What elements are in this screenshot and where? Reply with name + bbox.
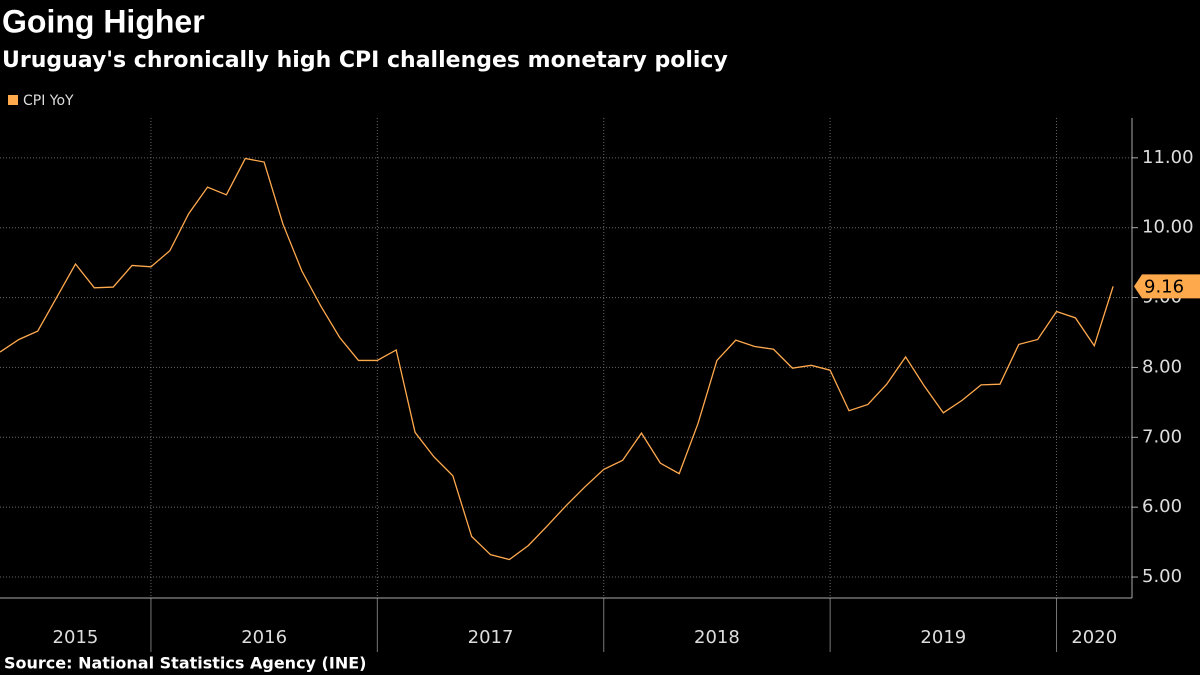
x-tick-label: 2019 [920,627,966,648]
legend-swatch [8,95,18,105]
data-line [0,157,1114,561]
y-tick-label: 6.00 [1142,496,1182,517]
x-tick-label: 2017 [468,627,514,648]
x-tick-label: 2015 [53,627,99,648]
y-tick-label: 7.00 [1142,426,1182,447]
source: Source: National Statistics Agency (INE) [4,654,366,673]
y-tick-label: 8.00 [1142,356,1182,377]
x-tick-label: 2020 [1071,627,1117,648]
last-value-box [1134,274,1200,299]
legend-label: CPI YoY [23,93,74,109]
chart-title: Going Higher [2,3,205,39]
last-value-label: 9.16 [1144,276,1184,297]
y-tick-label: 11.00 [1142,147,1194,168]
y-tick-label: 10.00 [1142,217,1194,238]
y-tick-label: 5.00 [1142,566,1182,587]
x-tick-label: 2018 [694,627,740,648]
x-tick-label: 2016 [241,627,287,648]
chart-subtitle: Uruguay's chronically high CPI challenge… [2,48,728,73]
